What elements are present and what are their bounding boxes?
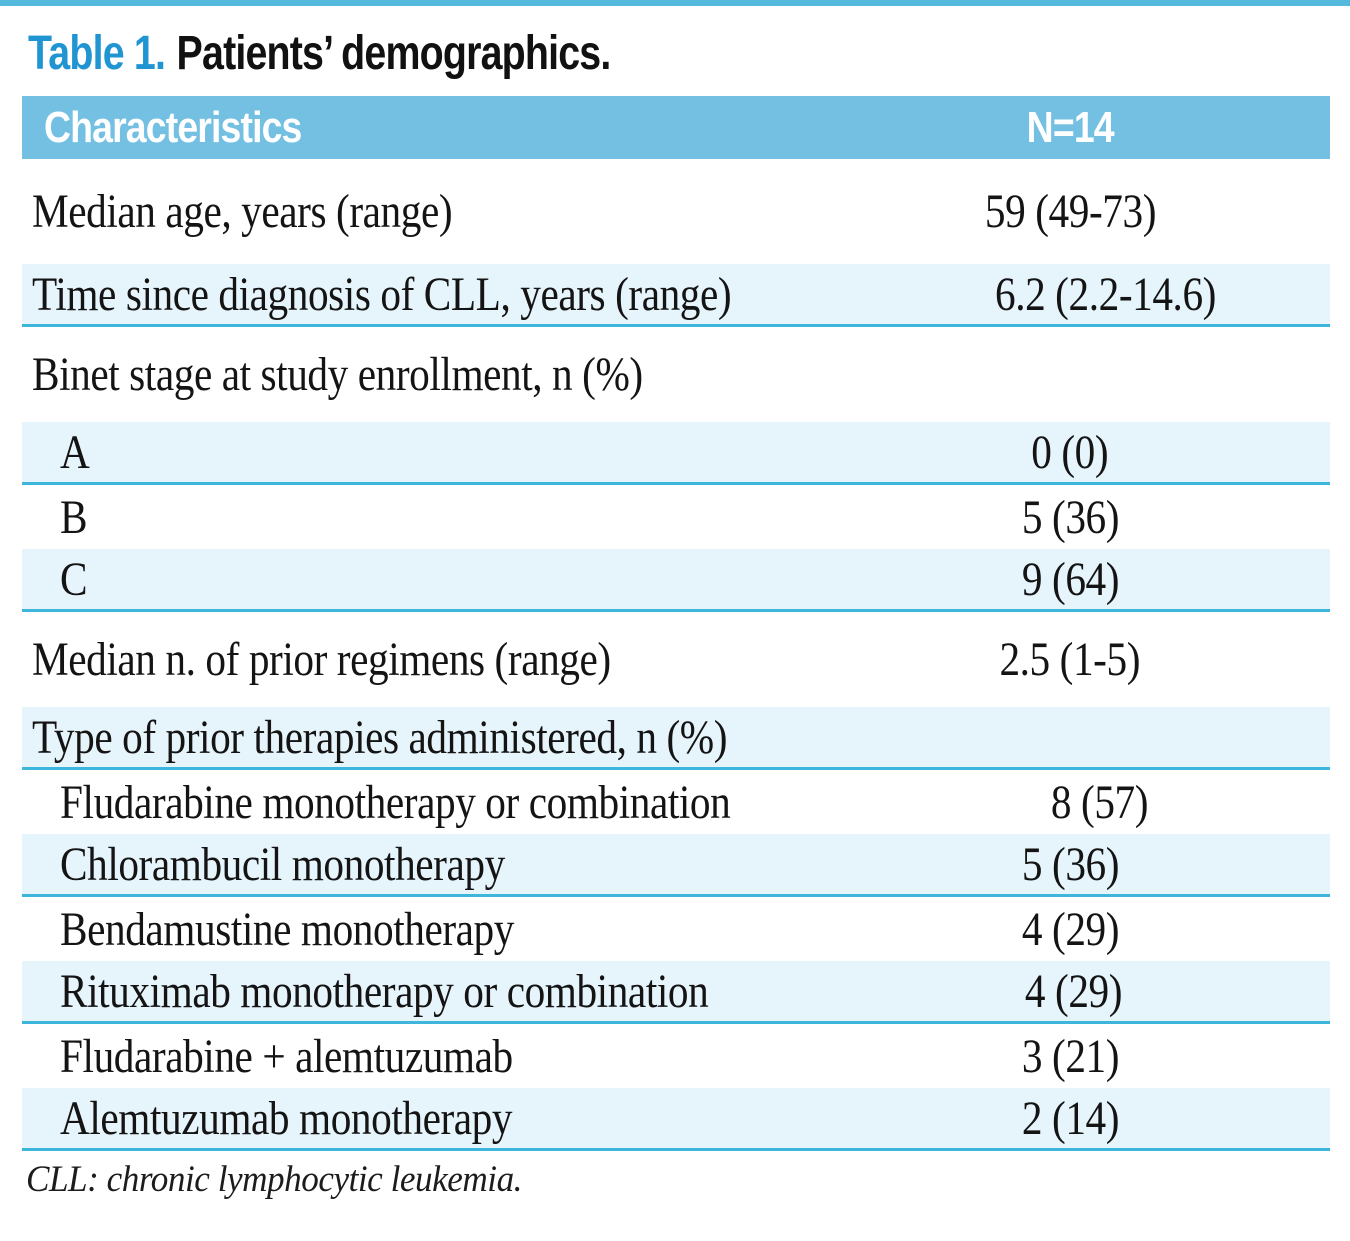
table-row: Fludarabine + alemtuzumab 3 (21) [22,1024,1330,1088]
table-row: A 0 (0) [22,422,1330,485]
row-value: 5 (36) [1021,490,1119,544]
table-row: Time since diagnosis of CLL, years (rang… [22,264,1330,327]
row-label-cell: Binet stage at study enrollment, n (%) [22,347,810,402]
row-label-cell: Type of prior therapies administered, n … [22,710,840,765]
top-rule [0,0,1350,6]
table-row: Median age, years (range) 59 (49-73) [22,159,1330,264]
row-value: 8 (57) [1050,775,1149,829]
row-label: Binet stage at study enrollment, n (%) [32,348,643,401]
row-label: Type of prior therapies administered, n … [32,710,728,764]
row-value-cell: 8 (57) [839,775,1350,830]
row-label-cell: Alemtuzumab monotherapy [22,1091,810,1146]
row-label: Fludarabine + alemtuzumab [60,1029,513,1083]
table-header-row: Characteristics N=14 [22,96,1330,159]
characteristics-header: Characteristics [44,102,302,152]
table-row: Binet stage at study enrollment, n (%) [22,327,1330,422]
row-label: Fludarabine monotherapy or combination [60,775,731,829]
characteristics-header-cell: Characteristics [22,103,810,153]
row-label-cell: Rituximab monotherapy or combination [22,964,814,1019]
row-value-cell: 5 (36) [810,837,1330,892]
row-label-cell: Median age, years (range) [22,184,810,239]
table-row: C 9 (64) [22,549,1330,612]
row-value-cell: 6.2 (2.2-14.6) [845,267,1350,322]
table-title-text: Patients’ demographics. [176,27,612,80]
row-value-cell: 2.5 (1-5) [810,632,1330,687]
row-label: Alemtuzumab monotherapy [60,1091,513,1145]
row-value: 2 (14) [1021,1091,1119,1145]
table-row: Rituximab monotherapy or combination 4 (2… [22,961,1330,1024]
row-value-cell: 2 (14) [810,1091,1330,1146]
row-value: 6.2 (2.2-14.6) [994,267,1216,321]
row-value: 3 (21) [1021,1029,1119,1083]
row-value-cell: 3 (21) [810,1029,1330,1084]
row-label: C [60,552,88,606]
row-value-cell: 9 (64) [810,552,1330,607]
row-label: Rituximab monotherapy or combination [60,964,709,1018]
row-value-cell: 4 (29) [814,964,1334,1019]
row-label: Median n. of prior regimens (range) [32,633,611,686]
row-label: Chlorambucil monotherapy [60,837,505,891]
table-row: B 5 (36) [22,485,1330,549]
row-label-cell: Bendamustine monotherapy [22,902,810,957]
table-title-number: Table 1. [28,27,166,80]
row-value: 9 (64) [1021,552,1119,606]
n-header-cell: N=14 [810,103,1330,153]
row-value: 0 (0) [1031,425,1109,479]
row-label: A [60,425,90,479]
demographics-table: Characteristics N=14 Median age, years (… [22,96,1330,1151]
table-row: Type of prior therapies administered, n … [22,707,1330,770]
row-value: 5 (36) [1021,837,1119,891]
table-row: Bendamustine monotherapy 4 (29) [22,897,1330,961]
row-value-cell: 5 (36) [810,490,1330,545]
row-label: Bendamustine monotherapy [60,902,514,956]
table-row: Median n. of prior regimens (range) 2.5 (… [22,612,1330,707]
row-value: 4 (29) [1021,902,1119,956]
row-value-cell: 0 (0) [810,425,1330,480]
table-row: Fludarabine monotherapy or combination 8 … [22,770,1330,834]
table-body: Median age, years (range) 59 (49-73) Time … [22,159,1330,1151]
table-title: Table 1. Patients’ demographics. [28,26,612,81]
row-value: 2.5 (1-5) [999,633,1141,686]
row-label-cell: Fludarabine + alemtuzumab [22,1029,810,1084]
table-row: Alemtuzumab monotherapy 2 (14) [22,1088,1330,1151]
row-value: 59 (49-73) [984,185,1156,238]
row-value-cell: 59 (49-73) [810,184,1330,239]
n-header: N=14 [1026,102,1114,152]
table-row: Chlorambucil monotherapy 5 (36) [22,834,1330,897]
footnote: CLL: chronic lymphocytic leukemia. [26,1159,523,1200]
row-value: 4 (29) [1025,964,1123,1018]
row-label-cell: C [22,552,810,607]
row-label-cell: Median n. of prior regimens (range) [22,632,810,687]
row-value-cell: 4 (29) [810,902,1330,957]
row-label: Time since diagnosis of CLL, years (rang… [32,267,732,321]
row-label-cell: Chlorambucil monotherapy [22,837,810,892]
row-label-cell: B [22,490,810,545]
row-label: B [60,490,88,544]
row-label-cell: Time since diagnosis of CLL, years (rang… [22,267,845,322]
row-label-cell: A [22,425,810,480]
row-label-cell: Fludarabine monotherapy or combination [22,775,839,830]
row-label: Median age, years (range) [32,185,453,238]
